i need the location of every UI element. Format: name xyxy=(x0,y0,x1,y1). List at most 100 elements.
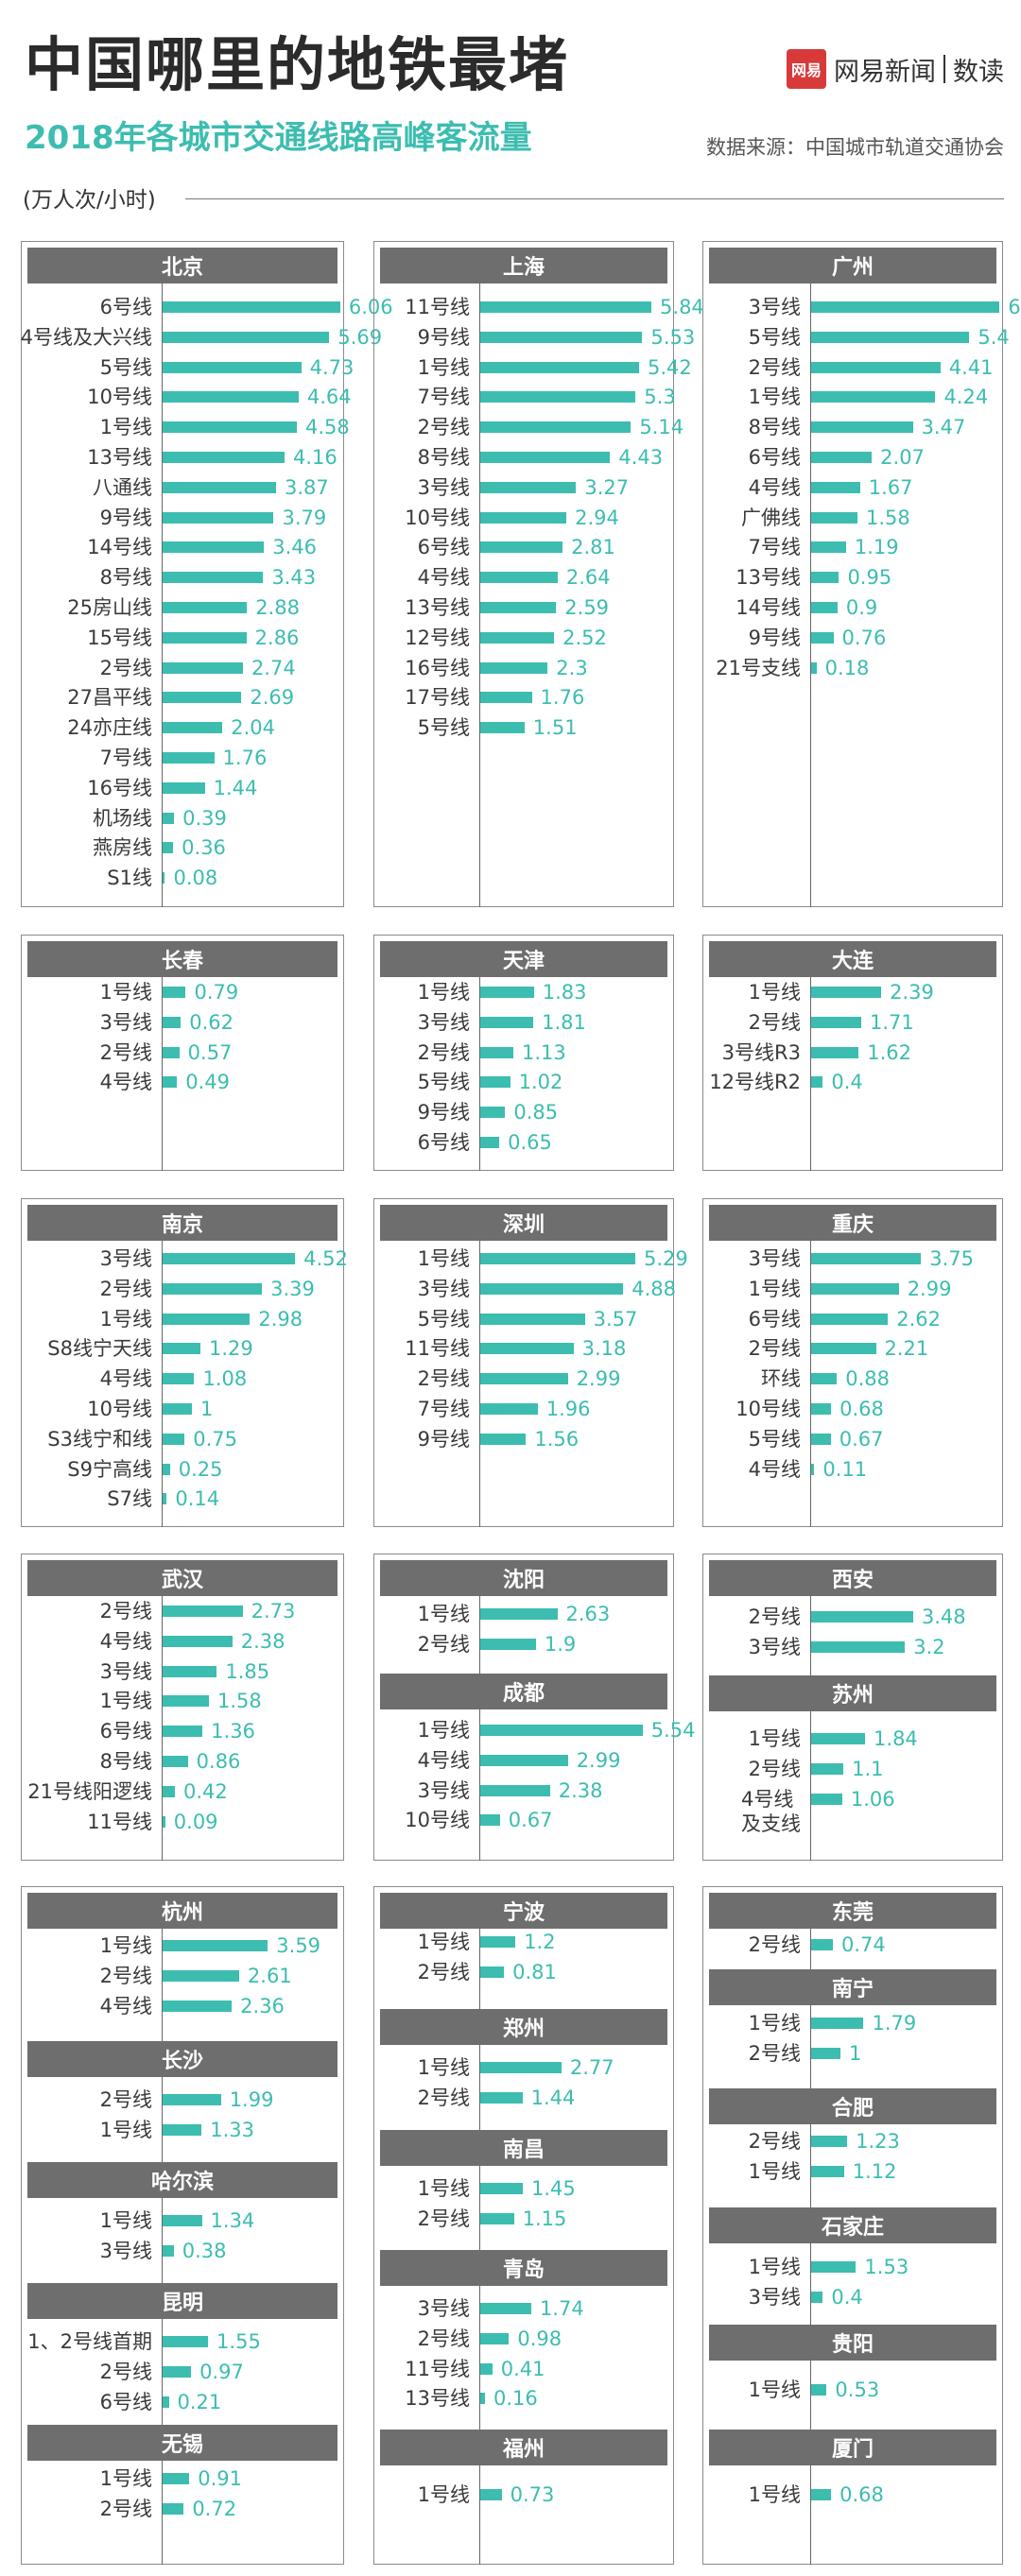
tick-label: 3号线 xyxy=(417,1277,470,1300)
bar xyxy=(480,722,525,734)
city-header: 成都 xyxy=(380,1674,667,1709)
bar xyxy=(811,1373,838,1385)
tick-label: 12号线R2 xyxy=(709,1071,801,1094)
bar xyxy=(163,1403,192,1415)
category-axis xyxy=(810,1596,811,1675)
tick-label: 2号线 xyxy=(748,1010,801,1034)
bar xyxy=(163,1665,217,1677)
bar xyxy=(163,301,340,313)
data-label: 2.36 xyxy=(240,1994,285,2018)
data-label: 1.44 xyxy=(530,2086,576,2109)
tick-label: 1号线 xyxy=(99,2467,152,2490)
data-label: 1.53 xyxy=(864,2256,909,2278)
bar xyxy=(163,511,274,524)
category-axis xyxy=(479,2166,480,2250)
category-axis xyxy=(479,1596,480,1674)
bar xyxy=(163,1076,178,1089)
tick-label-line: 4号线 xyxy=(741,1787,794,1811)
bar xyxy=(811,1611,913,1623)
bar xyxy=(811,1313,889,1325)
bar xyxy=(480,541,563,554)
brand: 网易 网易新闻 数读 xyxy=(787,49,1004,89)
tick-label: 6号线 xyxy=(99,2390,152,2413)
tick-label: S1线 xyxy=(107,867,152,890)
bar xyxy=(163,842,174,854)
bar xyxy=(163,572,264,584)
data-label: 0.76 xyxy=(841,626,887,649)
bar xyxy=(811,2165,844,2177)
bar xyxy=(163,1695,209,1708)
data-label: 2.52 xyxy=(562,626,607,649)
category-axis xyxy=(479,1709,480,1861)
bar xyxy=(480,1313,585,1325)
tick-label: 1号线 xyxy=(748,2483,801,2506)
bar xyxy=(811,2489,832,2500)
bar xyxy=(163,1313,251,1325)
tick-label: 25房山线 xyxy=(67,596,152,619)
data-label: 2.61 xyxy=(247,1964,292,1987)
tick-label: 机场线 xyxy=(93,806,152,830)
data-label: 4.43 xyxy=(618,446,664,469)
tick-label: 2号线 xyxy=(99,1277,152,1300)
data-label: 1.29 xyxy=(208,1337,253,1361)
bar xyxy=(163,812,175,824)
tick-label: 4号线及大兴线 xyxy=(20,325,152,349)
data-label: 1.79 xyxy=(872,2012,917,2035)
city-header: 南宁 xyxy=(709,1969,996,2005)
data-label: 1.2 xyxy=(524,1931,556,1953)
tick-label: 1号线 xyxy=(748,1277,801,1300)
data-label: 0.91 xyxy=(198,2467,242,2490)
tick-label: 2号线 xyxy=(748,2130,801,2153)
city-header: 宁波 xyxy=(380,1893,667,1929)
bar xyxy=(811,2261,857,2273)
tick-label: 1号线 xyxy=(99,1934,152,1957)
tick-label: 13号线 xyxy=(735,566,801,590)
data-label: 0.85 xyxy=(513,1101,559,1125)
tick-label: 2号线 xyxy=(417,1960,470,1984)
tick-label: 3号线 xyxy=(748,1247,801,1270)
data-label: 1.15 xyxy=(522,2207,567,2230)
tick-label: 9号线 xyxy=(99,506,152,529)
tick-label: 4号线 及支线 xyxy=(741,1787,801,1836)
tick-label: 1号线 xyxy=(417,1603,470,1625)
tick-label: 6号线 xyxy=(417,1131,470,1154)
bar xyxy=(480,2091,523,2104)
data-label: 5.69 xyxy=(337,325,383,349)
data-label: 2.69 xyxy=(250,686,295,710)
chart-panel: 上海 xyxy=(373,241,674,907)
data-label: 0.16 xyxy=(493,2387,538,2411)
city-header: 昆明 xyxy=(27,2283,337,2319)
tick-label: 燕房线 xyxy=(93,836,152,860)
tick-label: 1号线 xyxy=(417,1931,470,1953)
tick-label: 11号线 xyxy=(405,1337,470,1361)
category-axis xyxy=(810,2005,811,2088)
data-label: 4.73 xyxy=(309,355,355,379)
category-axis xyxy=(810,2361,811,2430)
tick-label: 2号线 xyxy=(99,2088,152,2111)
tick-label: 2号线 xyxy=(417,2207,470,2230)
bar xyxy=(163,661,243,674)
tick-label: 3号线 xyxy=(417,475,470,499)
tick-label: 八通线 xyxy=(93,475,152,499)
tick-label: 4号线 xyxy=(99,1994,152,2018)
city-header: 哈尔滨 xyxy=(27,2162,337,2198)
city-header: 武汉 xyxy=(27,1560,337,1596)
bar xyxy=(163,1756,188,1767)
bar xyxy=(480,1725,643,1736)
data-label: 1.67 xyxy=(868,475,913,499)
tick-label: 5号线 xyxy=(748,1427,801,1451)
data-label: 3.87 xyxy=(284,475,329,499)
bar xyxy=(811,1253,922,1264)
tick-label: 9号线 xyxy=(417,1101,470,1125)
data-label: 1.1 xyxy=(852,1757,884,1780)
tick-label: 1号线 xyxy=(417,2177,470,2200)
tick-label: 4号线 xyxy=(99,1367,152,1391)
tick-label: 1号线 xyxy=(748,2159,801,2183)
data-label: 0.57 xyxy=(187,1040,233,1064)
bar xyxy=(163,2000,233,2012)
bar xyxy=(811,301,1000,313)
data-label: 0.9 xyxy=(845,596,878,619)
data-label: 2.99 xyxy=(907,1277,952,1300)
bar xyxy=(163,541,265,554)
tick-label: 环线 xyxy=(761,1367,801,1391)
